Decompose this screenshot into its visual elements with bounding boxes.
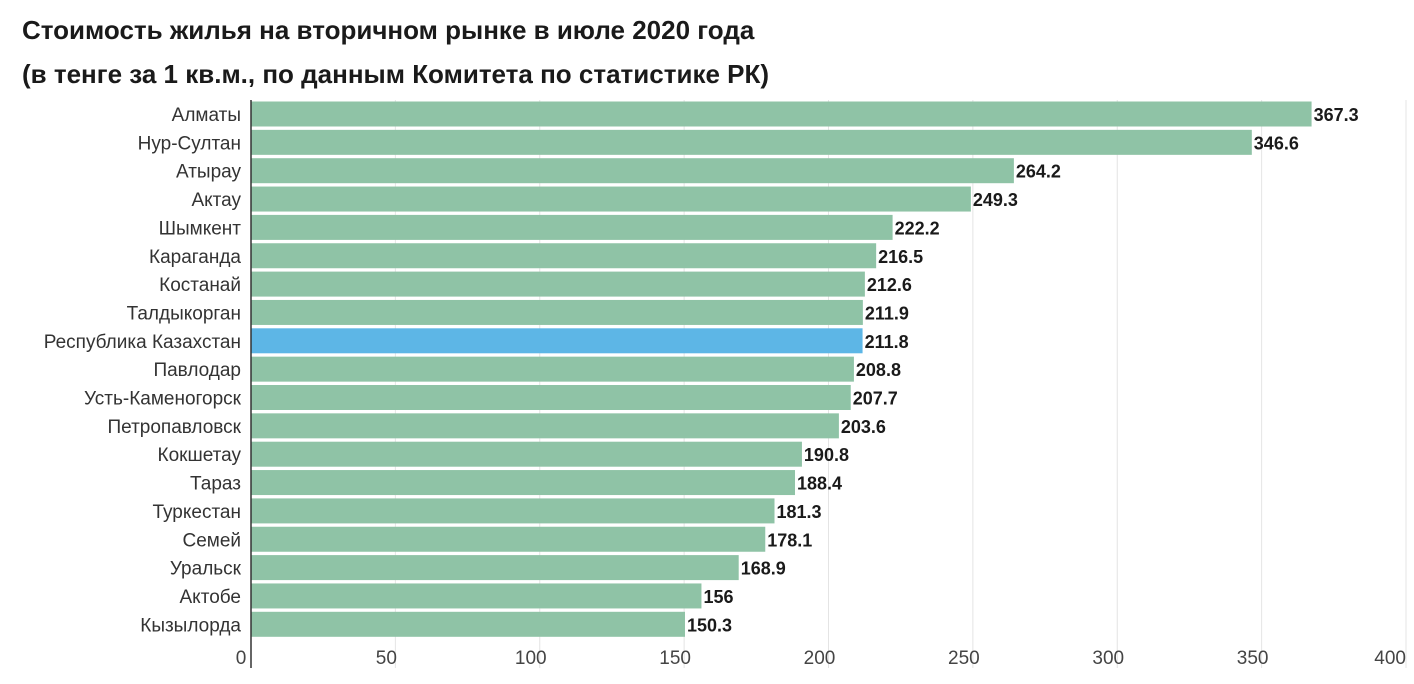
x-tick-label: 400 — [1374, 648, 1406, 669]
bar — [251, 611, 685, 637]
bar — [251, 555, 739, 581]
bar — [251, 158, 1014, 184]
x-tick-label: 50 — [376, 648, 397, 669]
category-label: Алматы — [172, 105, 241, 126]
value-label: 181.3 — [777, 502, 822, 522]
x-tick-label: 350 — [1237, 648, 1269, 669]
value-label: 346.6 — [1254, 133, 1299, 153]
x-tick-label: 150 — [659, 648, 691, 669]
x-tick-label: 300 — [1092, 648, 1124, 669]
bar — [251, 299, 863, 325]
bar — [251, 129, 1252, 155]
chart-title-line-2: (в тенге за 1 кв.м., по данным Комитета … — [22, 59, 770, 89]
bar-highlight — [251, 328, 863, 354]
category-label: Талдыкорган — [127, 303, 241, 324]
bar — [251, 271, 865, 297]
bar — [251, 214, 893, 240]
bar — [251, 186, 971, 212]
bar — [251, 498, 775, 524]
category-label: Уральск — [170, 559, 242, 580]
value-label: 208.8 — [856, 360, 901, 380]
value-label: 150.3 — [687, 615, 732, 635]
x-tick-label: 200 — [804, 648, 836, 669]
bar — [251, 413, 839, 439]
value-label: 367.3 — [1314, 105, 1359, 125]
value-label: 188.4 — [797, 474, 842, 494]
category-label: Актау — [191, 190, 241, 211]
category-label: Кокшетау — [158, 445, 242, 466]
category-label: Туркестан — [152, 502, 241, 523]
value-label: 203.6 — [841, 417, 886, 437]
category-label: Тараз — [190, 474, 241, 495]
bar — [251, 526, 766, 552]
category-label: Кызылорда — [140, 615, 241, 636]
chart-title-line-1: Стоимость жилья на вторичном рынке в июл… — [22, 15, 755, 45]
category-label: Шымкент — [159, 218, 242, 239]
grid-lines — [394, 100, 1407, 668]
category-label: Усть-Каменогорск — [84, 389, 242, 410]
value-label: 178.1 — [767, 530, 812, 550]
value-label: 211.8 — [865, 332, 909, 352]
chart-title: Стоимость жилья на вторичном рынке в июл… — [22, 8, 1402, 96]
category-label: Павлодар — [153, 360, 241, 381]
bars — [251, 101, 1312, 637]
bar — [251, 470, 796, 496]
value-label: 190.8 — [804, 445, 849, 465]
value-label: 216.5 — [878, 247, 923, 267]
x-tick-label: 0 — [236, 648, 247, 669]
value-label: 222.2 — [895, 218, 940, 238]
bar — [251, 101, 1312, 127]
value-label: 207.7 — [853, 389, 898, 409]
bar — [251, 385, 851, 410]
category-label: Атырау — [176, 162, 242, 183]
value-label: 264.2 — [1016, 162, 1061, 182]
category-label: Караганда — [149, 247, 241, 268]
category-label: Петропавловск — [107, 417, 241, 438]
value-label: 211.9 — [865, 303, 909, 323]
value-label: 168.9 — [741, 559, 786, 579]
bar — [251, 441, 802, 467]
bar — [251, 243, 877, 269]
x-tick-label: 250 — [948, 648, 980, 669]
value-label: 249.3 — [973, 190, 1018, 210]
category-label: Республика Казахстан — [44, 332, 241, 353]
bar — [251, 356, 854, 382]
bar — [251, 583, 702, 609]
labels: 0 50 100 150 200 250 300 350 400 Алматы 367.3 Нур-С… — [44, 105, 1406, 669]
category-label: Нур-Султан — [138, 133, 241, 154]
category-label: Актобе — [180, 587, 242, 608]
value-label: 212.6 — [867, 275, 912, 295]
value-label: 156 — [703, 587, 733, 607]
category-label: Семей — [182, 530, 241, 551]
category-label: Костанай — [159, 275, 241, 296]
x-tick-label: 100 — [515, 648, 547, 669]
